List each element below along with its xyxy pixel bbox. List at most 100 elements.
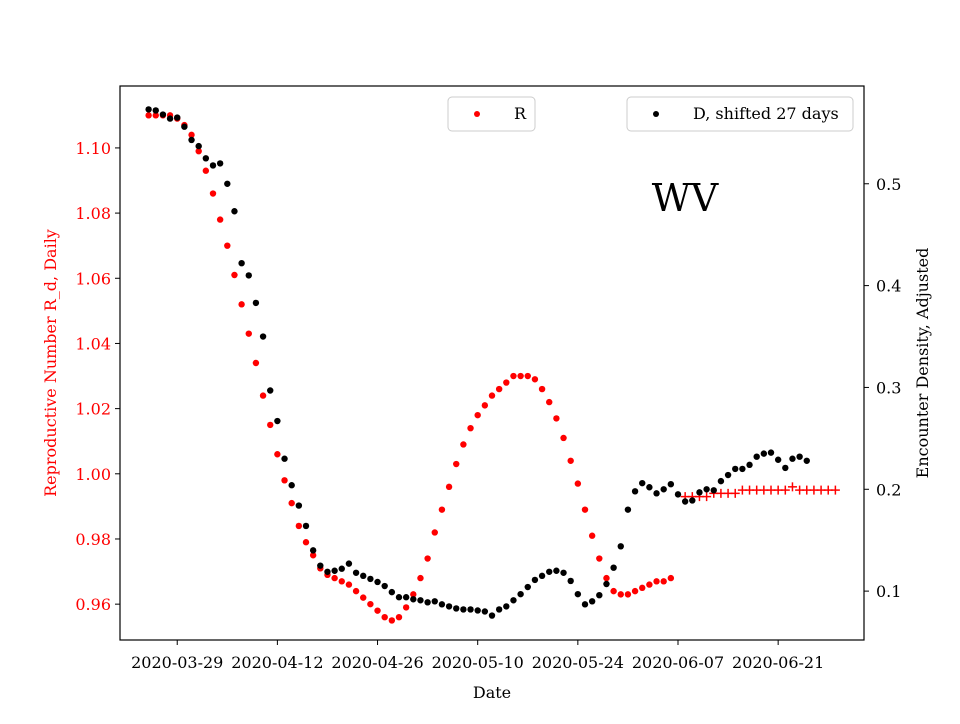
r-point (639, 584, 646, 592)
legend-d-marker (653, 111, 659, 117)
y-axis-right: 0.1 0.2 0.3 0.4 0.5 (864, 175, 901, 601)
y-left-tick-label: 0.98 (75, 530, 111, 549)
r-point (531, 376, 539, 383)
r-point (288, 499, 295, 507)
d-point (474, 607, 481, 614)
r-projected-point (787, 482, 797, 492)
r-point (510, 372, 517, 380)
y-right-tick-label: 0.4 (876, 277, 901, 296)
r-point (596, 555, 603, 562)
d-point (560, 569, 567, 576)
d-point (767, 449, 775, 456)
r-point (431, 529, 438, 536)
r-point (388, 617, 396, 624)
r-point (402, 604, 410, 611)
r-point (188, 131, 195, 139)
d-point (174, 114, 181, 121)
r-point (481, 402, 489, 409)
d-point (495, 606, 503, 613)
r-point (367, 600, 374, 608)
r-point (395, 613, 403, 621)
d-point (610, 564, 617, 571)
legend-r: R (447, 96, 536, 132)
d-point (531, 576, 539, 584)
y-left-tick-label: 1.06 (75, 269, 111, 288)
r-point (460, 441, 467, 448)
r-point (538, 385, 546, 393)
d-point (238, 259, 245, 267)
r-point (567, 457, 574, 464)
y-left-tick-label: 1.04 (75, 334, 111, 353)
r-point (467, 424, 474, 432)
d-point (660, 486, 667, 493)
d-point (603, 580, 610, 588)
d-point (453, 605, 460, 612)
x-tick-label: 2020-06-07 (632, 653, 724, 672)
r-point (653, 578, 660, 585)
d-point (596, 591, 603, 599)
r-point (417, 574, 424, 582)
d-point (367, 575, 374, 583)
r-point (553, 415, 560, 422)
r-series-group (145, 112, 840, 624)
d-point (216, 160, 224, 167)
d-point (510, 597, 517, 604)
r-point (381, 613, 388, 621)
d-point (438, 601, 446, 608)
d-point (360, 572, 367, 580)
r-point (202, 167, 210, 174)
y-left-tick-label: 0.96 (75, 595, 111, 614)
d-point (710, 487, 717, 494)
d-point (145, 106, 152, 113)
r-point (231, 271, 238, 279)
r-point (267, 421, 274, 429)
y-left-tick-label: 1.08 (75, 204, 111, 223)
y-axis-left: 0.96 0.98 1.00 1.02 1.04 1.06 1.08 1.10 (75, 139, 120, 614)
r-point (245, 330, 252, 337)
r-point (603, 574, 610, 582)
d-point (159, 111, 167, 118)
r-point (560, 434, 567, 442)
d-point (252, 299, 260, 307)
d-point (553, 567, 560, 574)
r-point (274, 451, 281, 458)
r-projected-point (702, 492, 712, 502)
d-point (202, 155, 210, 162)
d-point (789, 455, 796, 462)
r-point (474, 411, 481, 419)
d-point (488, 612, 496, 619)
r-point (238, 301, 245, 308)
d-point (746, 461, 753, 469)
r-projected-point (730, 488, 740, 498)
d-point (517, 590, 524, 598)
d-point (717, 477, 725, 485)
r-point (259, 392, 267, 399)
d-point (653, 490, 660, 497)
r-point (374, 607, 381, 614)
x-tick-label: 2020-04-12 (231, 653, 323, 672)
r-point (424, 555, 431, 562)
legend-r-label: R (514, 104, 527, 123)
d-point (274, 417, 281, 425)
r-point (410, 591, 417, 598)
r-point (624, 591, 632, 598)
d-point (417, 597, 424, 604)
d-point (774, 456, 782, 463)
d-point (352, 569, 360, 576)
d-point (259, 333, 267, 340)
y-right-tick-label: 0.3 (876, 378, 901, 397)
d-point (681, 498, 689, 505)
d-point (388, 588, 396, 596)
d-point (195, 142, 202, 150)
d-point (639, 479, 646, 487)
r-point (209, 190, 217, 197)
d-point (374, 578, 381, 586)
d-point (395, 594, 403, 601)
x-axis: 2020-03-29 2020-04-12 2020-04-26 2020-05-10… (131, 640, 824, 672)
d-series-group (145, 106, 810, 619)
r-point (281, 477, 288, 484)
r-point (503, 379, 510, 386)
r-point (152, 112, 159, 119)
d-point (231, 208, 238, 215)
r-point (646, 581, 653, 588)
